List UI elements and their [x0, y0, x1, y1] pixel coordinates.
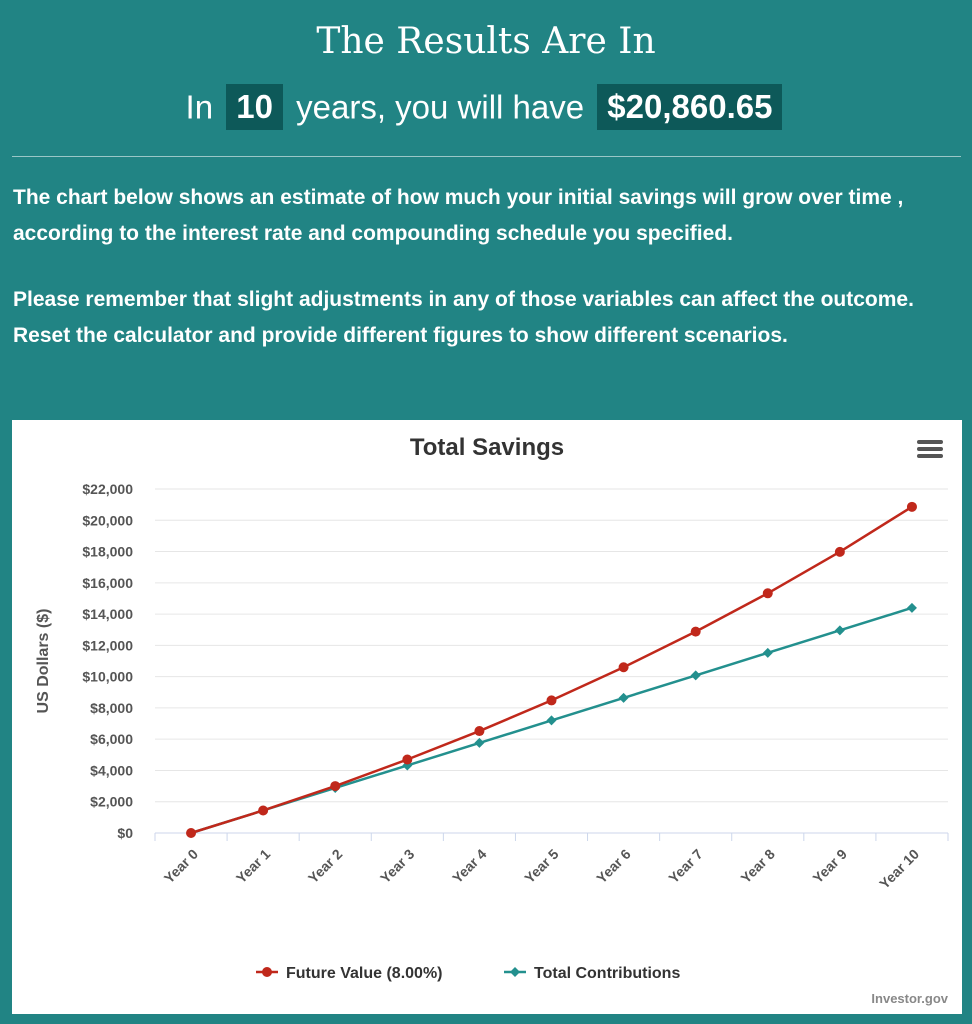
- chart-svg: Total Savings $0 $2,000 $4,000 $6,000 $8,000 $…: [35, 434, 949, 982]
- x-tick-label: Year 3: [377, 846, 418, 887]
- divider: [12, 156, 961, 157]
- y-tick-label: $20,000: [82, 512, 133, 528]
- series-line: [190, 505, 913, 835]
- data-point: [546, 695, 557, 706]
- description-paragraph-1: The chart below shows an estimate of how…: [13, 186, 904, 245]
- results-title: The Results Are In: [316, 21, 656, 62]
- legend-label: Total Contributions: [534, 965, 680, 982]
- data-point: [546, 715, 557, 726]
- data-point: [402, 754, 413, 765]
- data-point: [762, 588, 773, 599]
- data-point: [186, 828, 197, 838]
- y-tick-label: $22,000: [82, 481, 133, 497]
- data-point: [690, 626, 701, 637]
- data-point: [762, 647, 773, 658]
- amount-highlight: $20,860.65: [597, 84, 783, 131]
- y-tick-label: $2,000: [90, 794, 133, 810]
- data-point: [618, 662, 629, 673]
- y-tick-label: $18,000: [82, 544, 133, 560]
- y-tick-label: $12,000: [82, 637, 133, 653]
- chart-container: Total Savings $0 $2,000 $4,000 $6,000 $8,000 $…: [12, 420, 962, 1014]
- data-point: [906, 501, 917, 512]
- data-point: [906, 602, 917, 613]
- y-tick-label: $10,000: [82, 669, 133, 685]
- data-point: [258, 805, 269, 816]
- y-tick-label: $4,000: [90, 762, 133, 778]
- results-summary: In 10 years, you will have $20,860.65: [0, 82, 972, 131]
- x-tick-label: Year 0: [161, 846, 202, 887]
- x-tick-label: Year 8: [737, 846, 778, 887]
- summary-prefix: In: [185, 88, 214, 126]
- summary-middle: years, you will have: [296, 88, 585, 126]
- y-tick-label: $0: [117, 825, 133, 841]
- x-tick-label: Year 4: [449, 846, 490, 887]
- x-tick-label: Year 5: [521, 846, 562, 887]
- x-tick-label: Year 10: [876, 846, 922, 892]
- y-tick-label: $16,000: [82, 575, 133, 591]
- data-point: [834, 625, 845, 636]
- legend-marker: [262, 967, 272, 977]
- data-point: [474, 737, 485, 748]
- y-tick-label: $14,000: [82, 606, 133, 622]
- y-tick-label: $8,000: [90, 700, 133, 716]
- chart-menu-icon[interactable]: [917, 440, 943, 462]
- legend-marker: [510, 967, 520, 977]
- credit-label: Investor.gov: [871, 991, 948, 1006]
- x-tick-label: Year 1: [233, 846, 274, 887]
- data-point: [330, 781, 341, 792]
- data-point: [474, 726, 485, 737]
- description-paragraph-2: Please remember that slight adjustments …: [13, 288, 914, 347]
- x-tick-label: Year 6: [593, 846, 634, 887]
- data-point: [690, 670, 701, 681]
- data-point: [834, 546, 845, 557]
- legend-label: Future Value (8.00%): [286, 965, 443, 982]
- years-highlight: 10: [226, 84, 283, 131]
- x-tick-label: Year 2: [305, 846, 346, 887]
- x-tick-label: Year 7: [665, 846, 706, 887]
- y-tick-label: $6,000: [90, 731, 133, 747]
- y-axis-label: US Dollars ($): [35, 609, 52, 714]
- chart-title: Total Savings: [410, 434, 564, 461]
- x-tick-label: Year 9: [809, 846, 850, 887]
- data-point: [618, 692, 629, 703]
